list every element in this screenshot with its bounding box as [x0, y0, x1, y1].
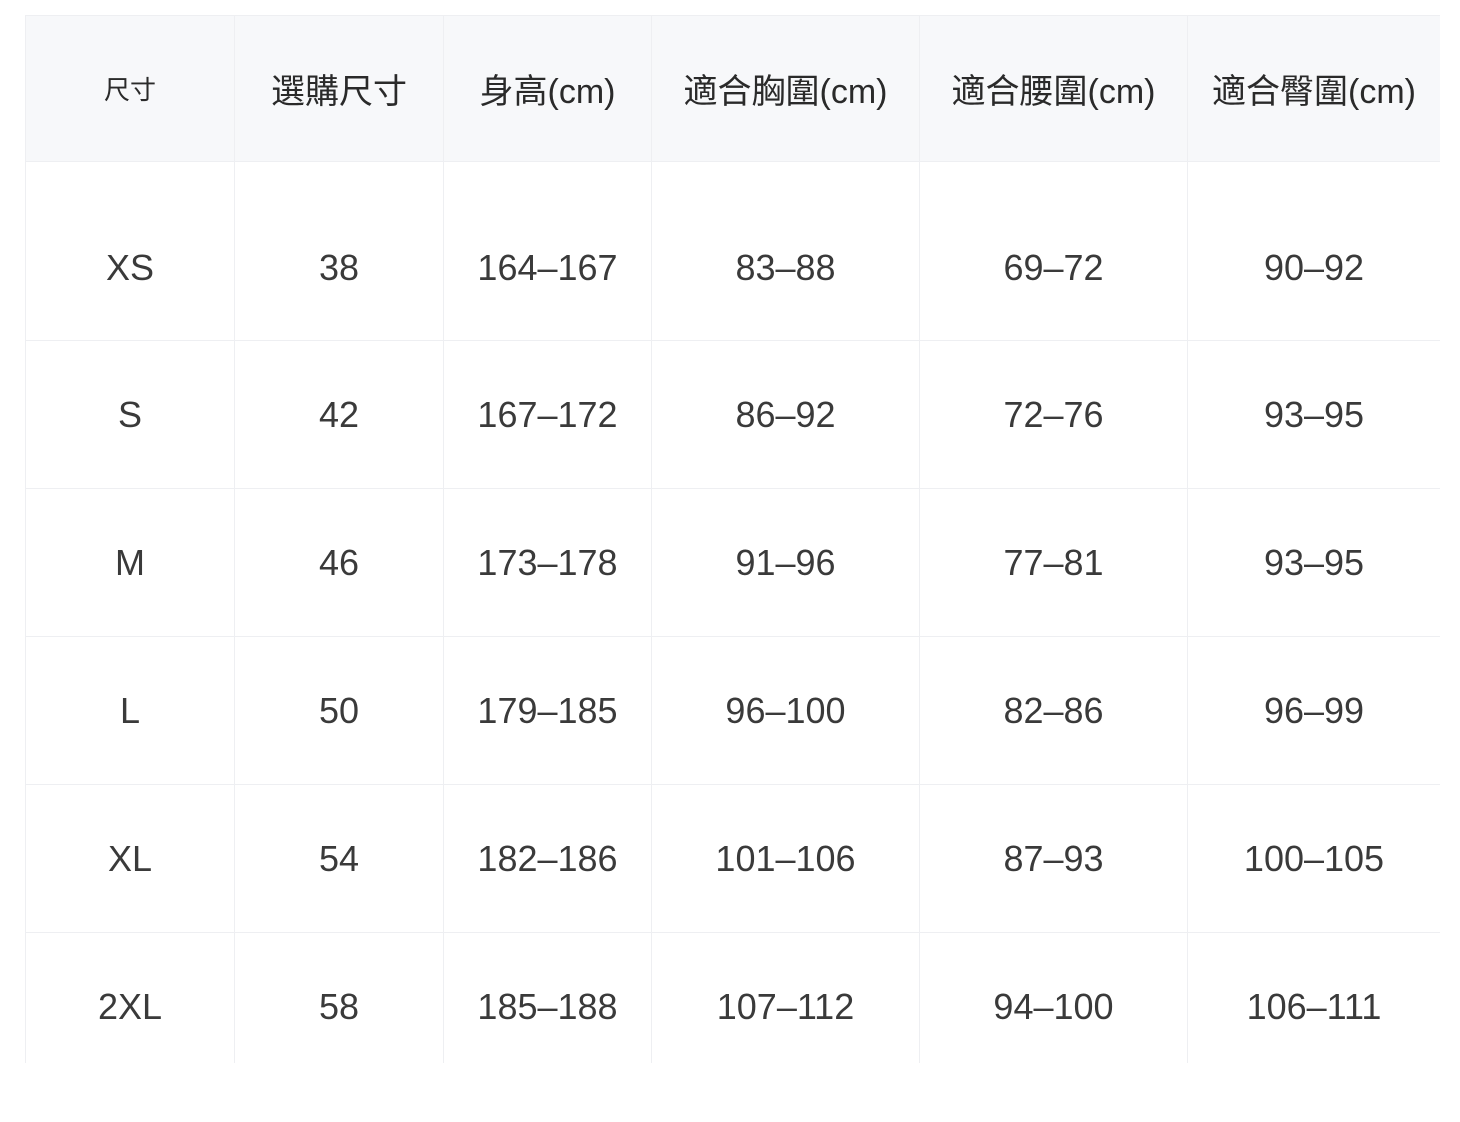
cell-size: 2XL	[25, 932, 235, 1063]
header-hip: 適合臀圍(cm)	[1187, 15, 1440, 162]
cell-height: 185–188	[443, 932, 652, 1063]
table-row: XS 38 164–167 83–88 69–72 90–92	[25, 161, 1440, 341]
cell-hip: 100–105	[1187, 784, 1440, 933]
cell-waist: 77–81	[919, 488, 1188, 637]
cell-waist: 72–76	[919, 340, 1188, 489]
cell-size: XS	[25, 161, 235, 341]
cell-hip: 90–92	[1187, 161, 1440, 341]
cell-chest: 107–112	[651, 932, 920, 1063]
cell-height: 182–186	[443, 784, 652, 933]
cell-size: S	[25, 340, 235, 489]
cell-chest: 101–106	[651, 784, 920, 933]
cell-height: 173–178	[443, 488, 652, 637]
cell-chest: 86–92	[651, 340, 920, 489]
header-purchase-size: 選購尺寸	[234, 15, 444, 162]
header-height: 身高(cm)	[443, 15, 652, 162]
cell-purchase-size: 42	[234, 340, 444, 489]
size-chart: 尺寸 選購尺寸 身高(cm) 適合胸圍(cm) 適合腰圍(cm) 適合臀圍(cm…	[25, 15, 1440, 1063]
cell-waist: 94–100	[919, 932, 1188, 1063]
cell-size: XL	[25, 784, 235, 933]
size-table: 尺寸 選購尺寸 身高(cm) 適合胸圍(cm) 適合腰圍(cm) 適合臀圍(cm…	[25, 15, 1440, 1063]
cell-purchase-size: 58	[234, 932, 444, 1063]
cell-height: 167–172	[443, 340, 652, 489]
cell-size: M	[25, 488, 235, 637]
table-row: S 42 167–172 86–92 72–76 93–95	[25, 340, 1440, 489]
cell-height: 179–185	[443, 636, 652, 785]
cell-hip: 96–99	[1187, 636, 1440, 785]
cell-purchase-size: 46	[234, 488, 444, 637]
cell-chest: 83–88	[651, 161, 920, 341]
table-row: M 46 173–178 91–96 77–81 93–95	[25, 488, 1440, 637]
cell-hip: 93–95	[1187, 340, 1440, 489]
table-row: 2XL 58 185–188 107–112 94–100 106–111	[25, 932, 1440, 1063]
header-chest: 適合胸圍(cm)	[651, 15, 920, 162]
header-row: 尺寸 選購尺寸 身高(cm) 適合胸圍(cm) 適合腰圍(cm) 適合臀圍(cm…	[25, 15, 1440, 162]
header-waist: 適合腰圍(cm)	[919, 15, 1188, 162]
cell-hip: 106–111	[1187, 932, 1440, 1063]
table-row: L 50 179–185 96–100 82–86 96–99	[25, 636, 1440, 785]
cell-height: 164–167	[443, 161, 652, 341]
cell-purchase-size: 38	[234, 161, 444, 341]
table-row: XL 54 182–186 101–106 87–93 100–105	[25, 784, 1440, 933]
cell-waist: 87–93	[919, 784, 1188, 933]
header-size: 尺寸	[25, 15, 235, 162]
cell-size: L	[25, 636, 235, 785]
cell-purchase-size: 50	[234, 636, 444, 785]
cell-purchase-size: 54	[234, 784, 444, 933]
cell-waist: 69–72	[919, 161, 1188, 341]
cell-chest: 91–96	[651, 488, 920, 637]
cell-hip: 93–95	[1187, 488, 1440, 637]
cell-chest: 96–100	[651, 636, 920, 785]
cell-waist: 82–86	[919, 636, 1188, 785]
